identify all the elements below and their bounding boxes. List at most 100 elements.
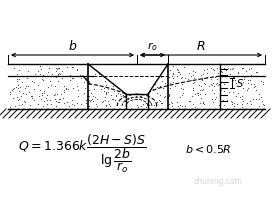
- Point: [165, 95, 170, 99]
- Point: [162, 81, 167, 85]
- Point: [219, 74, 223, 78]
- Point: [231, 75, 235, 78]
- Point: [191, 89, 195, 92]
- Point: [31, 87, 36, 91]
- Point: [176, 105, 180, 108]
- Point: [14, 85, 18, 89]
- Point: [39, 67, 43, 70]
- Point: [170, 64, 175, 68]
- Point: [182, 65, 186, 68]
- Point: [228, 67, 232, 71]
- Point: [205, 75, 209, 78]
- Point: [153, 83, 158, 86]
- Point: [46, 66, 51, 70]
- Point: [57, 66, 61, 70]
- Point: [57, 100, 62, 104]
- Point: [38, 88, 43, 91]
- Point: [219, 89, 224, 92]
- Point: [217, 99, 222, 103]
- Point: [249, 73, 254, 77]
- Point: [181, 87, 186, 90]
- Point: [32, 72, 37, 75]
- Point: [157, 93, 162, 96]
- Point: [192, 77, 196, 80]
- Point: [12, 66, 17, 70]
- Point: [28, 94, 33, 97]
- Point: [57, 97, 62, 100]
- Point: [17, 68, 22, 72]
- Point: [62, 90, 66, 93]
- Point: [161, 86, 165, 90]
- Point: [157, 99, 162, 102]
- Point: [30, 96, 35, 99]
- Point: [251, 97, 256, 100]
- Point: [10, 88, 14, 91]
- Point: [262, 103, 266, 106]
- Point: [241, 66, 245, 69]
- Point: [16, 98, 20, 102]
- Point: [165, 97, 169, 100]
- Point: [62, 88, 66, 92]
- Point: [55, 68, 59, 71]
- Point: [232, 104, 236, 108]
- Point: [129, 96, 133, 100]
- Point: [261, 103, 265, 106]
- Point: [26, 91, 31, 94]
- Point: [38, 73, 43, 76]
- Point: [216, 72, 220, 75]
- Point: [169, 100, 173, 104]
- Point: [200, 88, 204, 92]
- Point: [23, 86, 27, 89]
- Point: [220, 70, 224, 74]
- Text: $r_o$: $r_o$: [147, 40, 158, 53]
- Point: [157, 99, 162, 102]
- Point: [237, 81, 242, 84]
- Point: [148, 101, 152, 104]
- Point: [20, 80, 24, 83]
- Point: [232, 78, 237, 81]
- Point: [151, 87, 155, 91]
- Point: [189, 74, 193, 78]
- Point: [138, 93, 142, 96]
- Point: [167, 86, 172, 89]
- Point: [68, 78, 72, 81]
- Point: [227, 90, 231, 93]
- Point: [202, 82, 207, 86]
- Point: [213, 75, 217, 79]
- Point: [231, 66, 235, 70]
- Point: [168, 82, 172, 85]
- Point: [58, 93, 63, 96]
- Point: [102, 76, 106, 79]
- Point: [163, 95, 167, 98]
- Point: [215, 77, 219, 81]
- Point: [232, 104, 237, 107]
- Point: [116, 92, 120, 95]
- Point: [245, 101, 249, 105]
- Point: [215, 81, 219, 84]
- Point: [134, 95, 138, 99]
- Point: [179, 76, 183, 80]
- Point: [222, 82, 226, 86]
- Point: [159, 101, 163, 105]
- Point: [170, 71, 175, 75]
- Point: [64, 100, 69, 103]
- Point: [87, 98, 91, 101]
- Point: [223, 74, 227, 77]
- Point: [135, 97, 140, 100]
- Point: [75, 67, 79, 71]
- Point: [87, 89, 91, 92]
- Point: [15, 79, 19, 83]
- Point: [213, 95, 218, 99]
- Point: [127, 93, 132, 96]
- Point: [75, 84, 79, 87]
- Point: [58, 97, 62, 101]
- Point: [210, 83, 215, 86]
- Point: [191, 86, 195, 89]
- Point: [94, 98, 99, 101]
- Point: [60, 76, 64, 80]
- Point: [92, 87, 96, 90]
- Point: [144, 105, 148, 109]
- Point: [200, 77, 204, 80]
- Point: [178, 104, 182, 107]
- Point: [55, 79, 60, 83]
